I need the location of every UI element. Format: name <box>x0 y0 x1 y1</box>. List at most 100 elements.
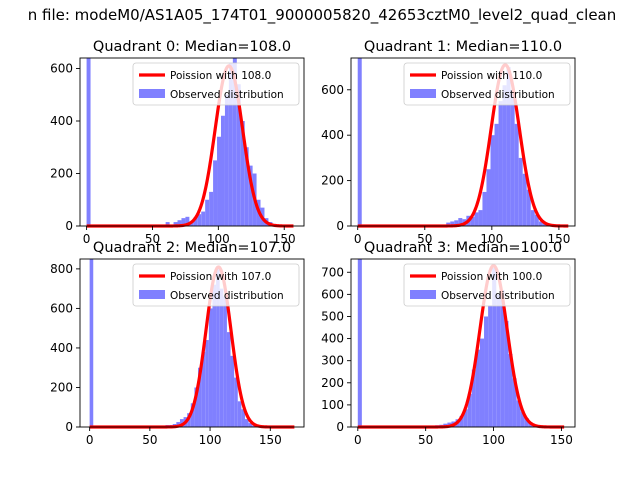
subplot-3: 0 50 100 150 0 100 200 300 400 500 600 700 Quadrant … <box>321 240 576 447</box>
histogram-bar <box>538 221 543 226</box>
histogram-bar <box>470 216 475 226</box>
subplot-title: Quadrant 3: Median=100.0 <box>364 240 562 256</box>
legend-entry-curve: Poission with 107.0 <box>170 271 271 283</box>
y-tick-label: 600 <box>50 62 73 76</box>
histogram-bar <box>205 340 209 427</box>
legend-bar-swatch <box>139 89 165 98</box>
legend-entry-hist: Observed distribution <box>170 290 284 302</box>
histogram-bar <box>219 288 224 427</box>
histogram-bar <box>228 63 233 226</box>
histogram-bar <box>223 296 227 427</box>
histogram-bar <box>173 222 178 226</box>
x-tick-label: 0 <box>83 232 91 246</box>
histogram-bar <box>252 425 256 427</box>
histogram-bar <box>216 268 220 427</box>
histogram-bar <box>190 403 195 427</box>
histogram-bar <box>194 387 199 427</box>
y-tick-label: 200 <box>50 380 73 394</box>
histogram-bar <box>498 101 503 226</box>
histogram-bar <box>446 222 451 226</box>
histogram-bar <box>212 284 217 427</box>
histogram-bar <box>248 165 253 226</box>
histogram-bar <box>458 218 463 226</box>
histogram-bar <box>526 189 531 226</box>
axes-frame <box>79 258 305 428</box>
x-tick-label: 0 <box>86 433 94 447</box>
histogram-bar <box>482 191 487 226</box>
legend-box <box>132 263 300 307</box>
histogram-bar <box>530 210 535 226</box>
histogram-bar <box>217 136 221 226</box>
histogram-bar <box>179 419 184 427</box>
x-tick-label: 100 <box>482 433 505 447</box>
histogram-bar <box>234 377 238 427</box>
histogram-bar <box>534 214 539 226</box>
legend-entry-hist: Observed distribution <box>441 89 555 101</box>
x-tick-label: 150 <box>547 232 570 246</box>
histogram-bar <box>201 351 206 427</box>
histogram-bar <box>502 85 507 226</box>
y-tick-label: 0 <box>65 219 73 233</box>
histogram-bar <box>474 212 479 226</box>
histogram-bar <box>516 400 521 427</box>
histogram-bar <box>197 214 202 226</box>
x-tick-label: 150 <box>273 232 296 246</box>
histogram-bar <box>209 191 214 226</box>
y-tick-label: 300 <box>321 354 344 368</box>
axes-frame <box>79 57 305 227</box>
histogram-bar <box>208 308 213 427</box>
legend-bar-swatch <box>410 89 436 98</box>
y-tick-label: 0 <box>65 420 73 434</box>
histogram-bar <box>478 210 483 226</box>
histogram-bar <box>479 338 485 427</box>
histogram-bar <box>230 355 235 427</box>
legend-box <box>403 62 571 106</box>
subplot-title: Quadrant 1: Median=110.0 <box>364 39 562 55</box>
histogram-bar <box>450 221 455 226</box>
histogram-bar <box>492 267 497 427</box>
histogram-bar <box>241 409 245 427</box>
histogram-bar <box>486 169 491 226</box>
histogram-bar <box>494 123 499 226</box>
histogram-bar <box>201 211 206 226</box>
histogram-bar <box>520 411 525 427</box>
histogram-bar <box>213 160 218 226</box>
y-tick-label: 400 <box>50 341 73 355</box>
subplot-title: Quadrant 0: Median=108.0 <box>93 39 291 55</box>
histogram-bar <box>220 115 225 226</box>
histogram-bar <box>181 218 186 226</box>
x-tick-label: 50 <box>142 433 157 447</box>
x-tick-label: 100 <box>207 232 230 246</box>
histogram-bar <box>463 409 468 427</box>
histogram-bar <box>490 135 495 226</box>
histogram-bar <box>205 199 210 226</box>
y-tick-label: 600 <box>50 301 73 315</box>
histogram-bar <box>165 222 170 226</box>
histogram-bar <box>514 123 519 226</box>
x-tick-label: 0 <box>354 232 362 246</box>
histogram-bar <box>226 332 231 427</box>
histogram-bar <box>248 423 253 427</box>
y-tick-label: 800 <box>50 262 73 276</box>
histogram-bar <box>177 220 182 226</box>
y-tick-label: 600 <box>321 287 344 301</box>
histogram-bar <box>506 67 511 226</box>
y-tick-label: 400 <box>50 114 73 128</box>
subplot-title: Quadrant 2: Median=107.0 <box>93 240 291 256</box>
y-tick-label: 200 <box>321 174 344 188</box>
y-tick-label: 200 <box>321 376 344 390</box>
x-tick-label: 50 <box>145 232 160 246</box>
histogram-bar <box>185 216 190 226</box>
histogram-bar <box>500 289 505 427</box>
x-tick-label: 150 <box>259 433 282 447</box>
legend-entry-curve: Poission with 100.0 <box>441 271 542 283</box>
axes-frame <box>350 57 576 227</box>
y-tick-label: 0 <box>336 219 344 233</box>
histogram-bar <box>512 378 517 427</box>
subplot-1: 0 50 100 150 0 200 400 600 Quadrant 1: Median=11… <box>321 39 576 246</box>
y-tick-label: 700 <box>321 265 344 279</box>
histogram-bar <box>237 401 242 427</box>
x-tick-label: 50 <box>418 433 433 447</box>
x-tick-label: 100 <box>480 232 503 246</box>
